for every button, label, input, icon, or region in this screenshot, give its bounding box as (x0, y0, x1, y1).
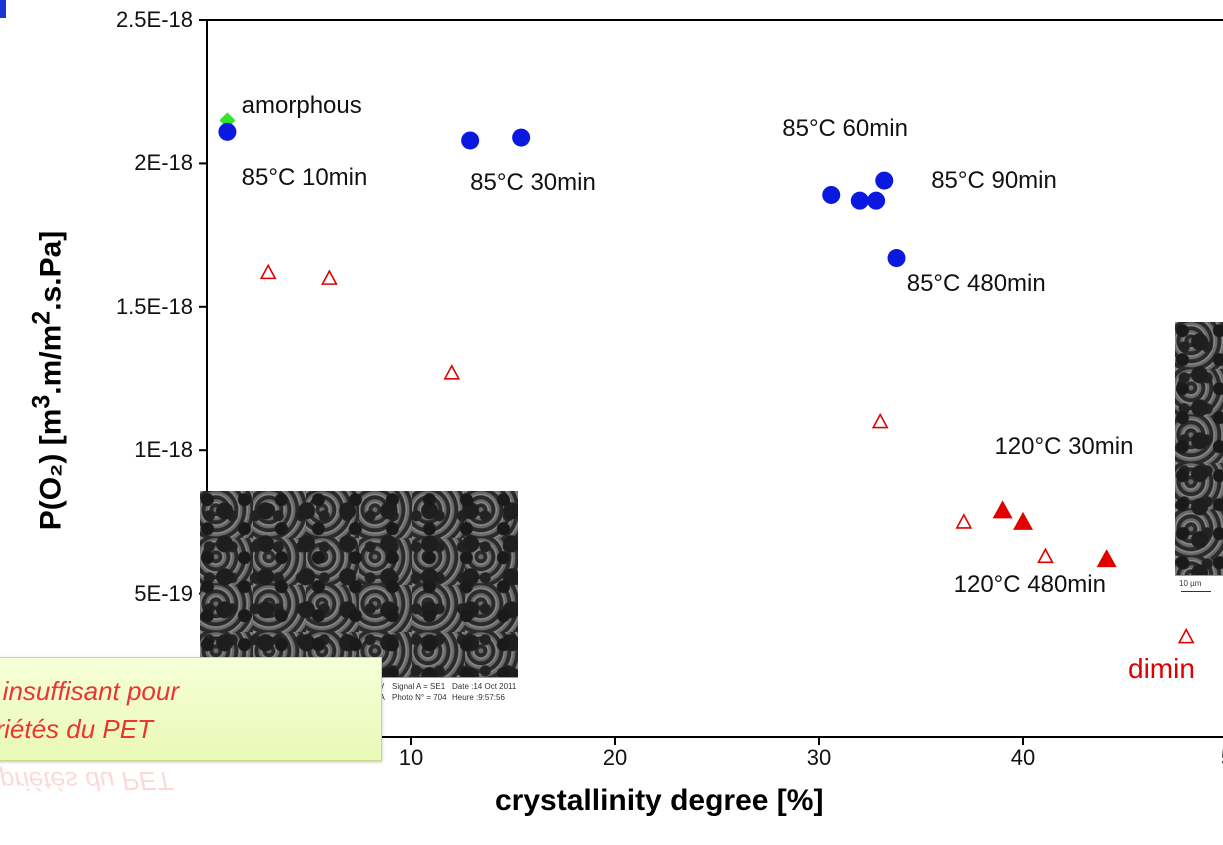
note-line-2: priétés du PET (0, 714, 153, 744)
data-point-triangle-open (1177, 627, 1195, 644)
data-point-circle (867, 191, 886, 210)
y-tick-label: 2E-18 (134, 150, 193, 176)
point-annotation: 85°C 30min (470, 169, 596, 197)
blue-corner-mark (0, 0, 6, 18)
sem-info-photo: Photo N° = 704 (392, 693, 447, 702)
sem-scale-bar-area: 10 µm (1175, 575, 1223, 604)
point-annotation: 120°C 30min (994, 433, 1134, 461)
point-annotation: 85°C 90min (931, 166, 1057, 194)
point-annotation: 85°C 480min (906, 269, 1046, 297)
data-point-triangle-open (443, 364, 461, 380)
y-tick-label: 5E-19 (134, 580, 193, 606)
note-reflection: priétés du PET (0, 766, 172, 796)
sem-micrograph-right: 10 µm (1175, 322, 1223, 604)
x-tick-label: 30 (806, 745, 832, 770)
data-point-circle (461, 131, 480, 150)
note-line-1: 4 insuffisant pour (0, 676, 180, 706)
data-point-triangle-open (1037, 547, 1054, 564)
point-annotation: 85°C 60min (782, 114, 908, 142)
point-annotation: 85°C 10min (241, 163, 368, 191)
data-point-circle (822, 185, 841, 204)
callout-note: 4 insuffisant pour priétés du PET (0, 657, 382, 761)
sem-info-time: Heure :9:57:56 (452, 693, 505, 702)
sem-info-signal: Signal A = SE1 (392, 682, 446, 691)
x-axis-label: crystallinity degree [%] (495, 784, 824, 817)
data-point-circle (875, 171, 894, 190)
y-tick-label: 1E-18 (134, 437, 193, 463)
data-point-circle (850, 191, 869, 210)
sem-scale-line (1181, 591, 1211, 592)
data-point-triangle-open (321, 269, 338, 285)
data-point-circle (887, 249, 906, 268)
y-axis-label: P(O₂) [m3.m/m2.s.Pa] (27, 230, 68, 531)
data-point-triangle-open (955, 513, 973, 529)
sem-info-date: Date :14 Oct 2011 (452, 682, 517, 691)
y-tick-label: 2.5E-18 (115, 7, 193, 32)
sem-texture (1175, 322, 1223, 604)
x-tick-label: 40 (1010, 745, 1036, 770)
data-point-circle (218, 122, 237, 141)
x-tick-label: 20 (602, 745, 628, 770)
data-point-triangle-open (871, 412, 889, 429)
point-annotation: amorphous (241, 92, 362, 120)
x-tick-label: 10 (398, 745, 424, 770)
sem-scale-label: 10 µm (1179, 579, 1202, 588)
data-point-triangle-open (259, 263, 277, 280)
data-point-triangle-filled (1096, 549, 1117, 568)
x-tick-label: 5 (1197, 745, 1223, 771)
data-marks (218, 112, 1195, 644)
data-point-diamond (219, 112, 236, 129)
data-point-circle (512, 128, 531, 147)
data-point-triangle-filled (1013, 511, 1033, 530)
point-annotation: 120°C 480min (953, 570, 1106, 598)
data-point-triangle-filled (992, 500, 1013, 519)
y-tick-label: 1.5E-18 (115, 293, 193, 319)
red-caption: dimin (1128, 653, 1195, 684)
